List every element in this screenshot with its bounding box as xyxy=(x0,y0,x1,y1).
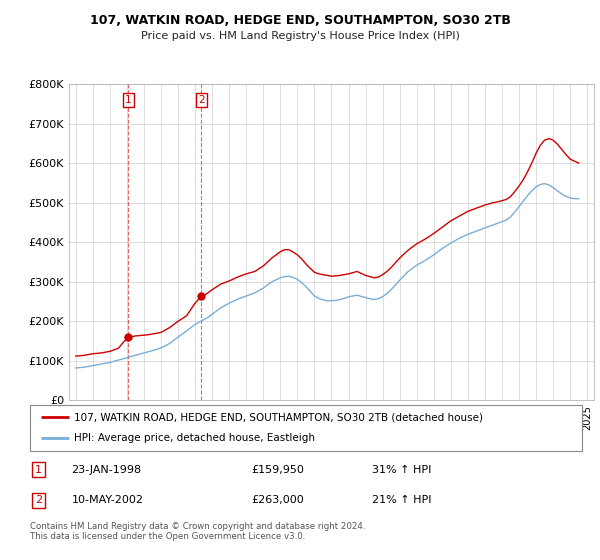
Text: £263,000: £263,000 xyxy=(251,496,304,506)
Text: 107, WATKIN ROAD, HEDGE END, SOUTHAMPTON, SO30 2TB (detached house): 107, WATKIN ROAD, HEDGE END, SOUTHAMPTON… xyxy=(74,412,483,422)
Text: 23-JAN-1998: 23-JAN-1998 xyxy=(71,465,142,475)
Text: 21% ↑ HPI: 21% ↑ HPI xyxy=(372,496,432,506)
Text: 1: 1 xyxy=(35,465,42,475)
Text: 2: 2 xyxy=(198,95,205,105)
Text: £159,950: £159,950 xyxy=(251,465,304,475)
Text: HPI: Average price, detached house, Eastleigh: HPI: Average price, detached house, East… xyxy=(74,433,315,444)
Text: 31% ↑ HPI: 31% ↑ HPI xyxy=(372,465,431,475)
Text: 2: 2 xyxy=(35,496,42,506)
Text: 107, WATKIN ROAD, HEDGE END, SOUTHAMPTON, SO30 2TB: 107, WATKIN ROAD, HEDGE END, SOUTHAMPTON… xyxy=(89,14,511,27)
Text: 1: 1 xyxy=(125,95,131,105)
Text: 10-MAY-2002: 10-MAY-2002 xyxy=(71,496,143,506)
Text: Contains HM Land Registry data © Crown copyright and database right 2024.
This d: Contains HM Land Registry data © Crown c… xyxy=(30,522,365,542)
Text: Price paid vs. HM Land Registry's House Price Index (HPI): Price paid vs. HM Land Registry's House … xyxy=(140,31,460,41)
